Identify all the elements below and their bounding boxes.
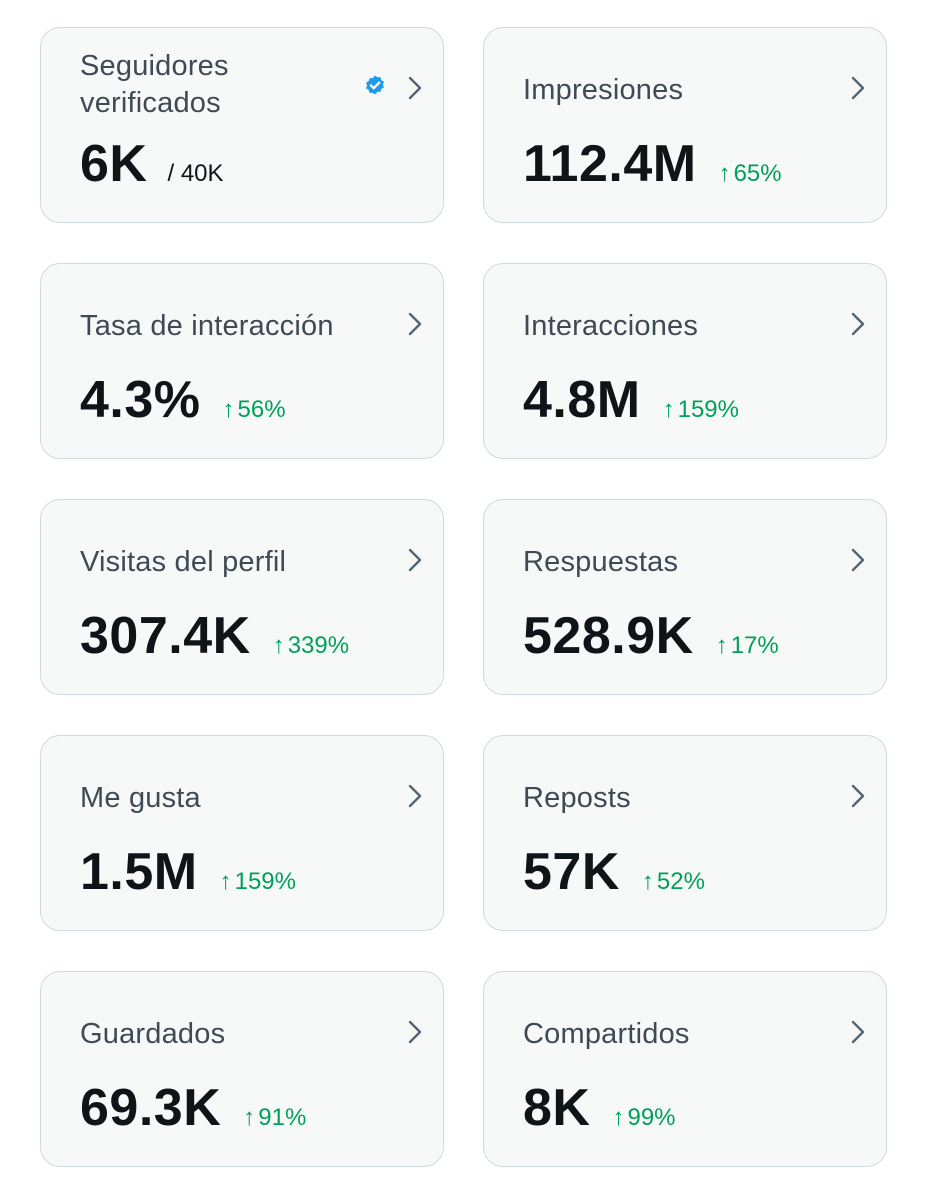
arrow-up-icon: ↑: [219, 868, 232, 895]
metric-value: 4.3%: [80, 371, 201, 429]
chevron-right-icon[interactable]: [849, 546, 867, 574]
trend-percent: 65%: [733, 160, 782, 187]
trend-percent: 159%: [234, 868, 296, 895]
chevron-right-icon[interactable]: [406, 782, 424, 810]
value-row: 528.9K ↑ 17%: [523, 608, 779, 664]
card-label: Visitas del perfil: [80, 546, 287, 578]
trend-badge: ↑ 91%: [243, 1104, 306, 1132]
arrow-up-icon: ↑: [272, 632, 285, 659]
trend-percent: 339%: [287, 632, 350, 659]
card-label: Impresiones: [523, 74, 684, 106]
value-row: 1.5M ↑ 159%: [80, 844, 296, 900]
card-engagements[interactable]: Interacciones 4.8M ↑ 159%: [483, 263, 887, 459]
arrow-up-icon: ↑: [612, 1104, 625, 1131]
chevron-right-icon[interactable]: [406, 74, 424, 102]
card-bookmarks[interactable]: Guardados 69.3K ↑ 91%: [40, 971, 444, 1167]
value-row: 57K ↑ 52%: [523, 844, 705, 900]
metric-total: / 40K: [167, 160, 224, 187]
card-label: Seguidores verificados: [80, 50, 229, 119]
card-profile-visits[interactable]: Visitas del perfil 307.4K ↑ 339%: [40, 499, 444, 695]
card-likes[interactable]: Me gusta 1.5M ↑ 159%: [40, 735, 444, 931]
trend-percent: 56%: [237, 396, 286, 423]
value-row: 69.3K ↑ 91%: [80, 1080, 306, 1136]
chevron-right-icon[interactable]: [849, 782, 867, 810]
card-shares[interactable]: Compartidos 8K ↑ 99%: [483, 971, 887, 1167]
arrow-up-icon: ↑: [715, 632, 728, 659]
chevron-right-icon[interactable]: [849, 74, 867, 102]
metrics-grid: Seguidores verificados 6K / 40K Impresio…: [40, 27, 887, 1167]
metric-value: 69.3K: [80, 1079, 222, 1137]
metric-value: 528.9K: [523, 607, 694, 665]
trend-percent: 52%: [656, 868, 705, 895]
trend-badge: ↑ 17%: [716, 632, 779, 660]
chevron-right-icon[interactable]: [406, 546, 424, 574]
card-label: Interacciones: [523, 310, 699, 342]
trend-badge: ↑ 65%: [719, 160, 782, 188]
trend-percent: 17%: [730, 632, 779, 659]
arrow-up-icon: ↑: [718, 160, 731, 187]
card-label: Compartidos: [523, 1018, 690, 1050]
trend-badge: ↑ 52%: [642, 868, 705, 896]
card-reposts[interactable]: Reposts 57K ↑ 52%: [483, 735, 887, 931]
metric-value: 307.4K: [80, 607, 251, 665]
trend-badge: ↑ 159%: [663, 396, 739, 424]
card-label: Reposts: [523, 782, 631, 814]
card-label: Tasa de interacción: [80, 310, 334, 342]
card-replies[interactable]: Respuestas 528.9K ↑ 17%: [483, 499, 887, 695]
arrow-up-icon: ↑: [222, 396, 235, 423]
chevron-right-icon[interactable]: [849, 1018, 867, 1046]
chevron-right-icon[interactable]: [406, 1018, 424, 1046]
card-label: Respuestas: [523, 546, 679, 578]
value-row: 8K ↑ 99%: [523, 1080, 676, 1136]
value-row: 112.4M ↑ 65%: [523, 136, 782, 192]
chevron-right-icon[interactable]: [849, 310, 867, 338]
arrow-up-icon: ↑: [243, 1104, 256, 1131]
trend-badge: ↑ 99%: [612, 1104, 675, 1132]
trend-percent: 159%: [677, 396, 739, 423]
value-row: 307.4K ↑ 339%: [80, 608, 349, 664]
metric-value: 6K: [80, 135, 148, 193]
chevron-right-icon[interactable]: [406, 310, 424, 338]
value-row: 6K / 40K: [80, 136, 224, 192]
trend-badge: ↑ 159%: [220, 868, 296, 896]
metric-value: 8K: [523, 1079, 591, 1137]
metric-value: 112.4M: [523, 135, 697, 193]
metric-value: 4.8M: [523, 371, 641, 429]
arrow-up-icon: ↑: [641, 868, 654, 895]
metric-value: 57K: [523, 843, 620, 901]
verified-badge-icon: [366, 75, 384, 95]
trend-percent: 99%: [627, 1104, 676, 1131]
value-row: 4.3% ↑ 56%: [80, 372, 286, 428]
card-engagement-rate[interactable]: Tasa de interacción 4.3% ↑ 56%: [40, 263, 444, 459]
trend-badge: ↑ 339%: [273, 632, 349, 660]
card-verified-followers[interactable]: Seguidores verificados 6K / 40K: [40, 27, 444, 223]
trend-percent: 91%: [258, 1104, 307, 1131]
trend-badge: ↑ 56%: [223, 396, 286, 424]
card-label: Me gusta: [80, 782, 201, 814]
arrow-up-icon: ↑: [662, 396, 675, 423]
value-row: 4.8M ↑ 159%: [523, 372, 739, 428]
metric-value: 1.5M: [80, 843, 198, 901]
card-impressions[interactable]: Impresiones 112.4M ↑ 65%: [483, 27, 887, 223]
card-label: Guardados: [80, 1018, 226, 1050]
